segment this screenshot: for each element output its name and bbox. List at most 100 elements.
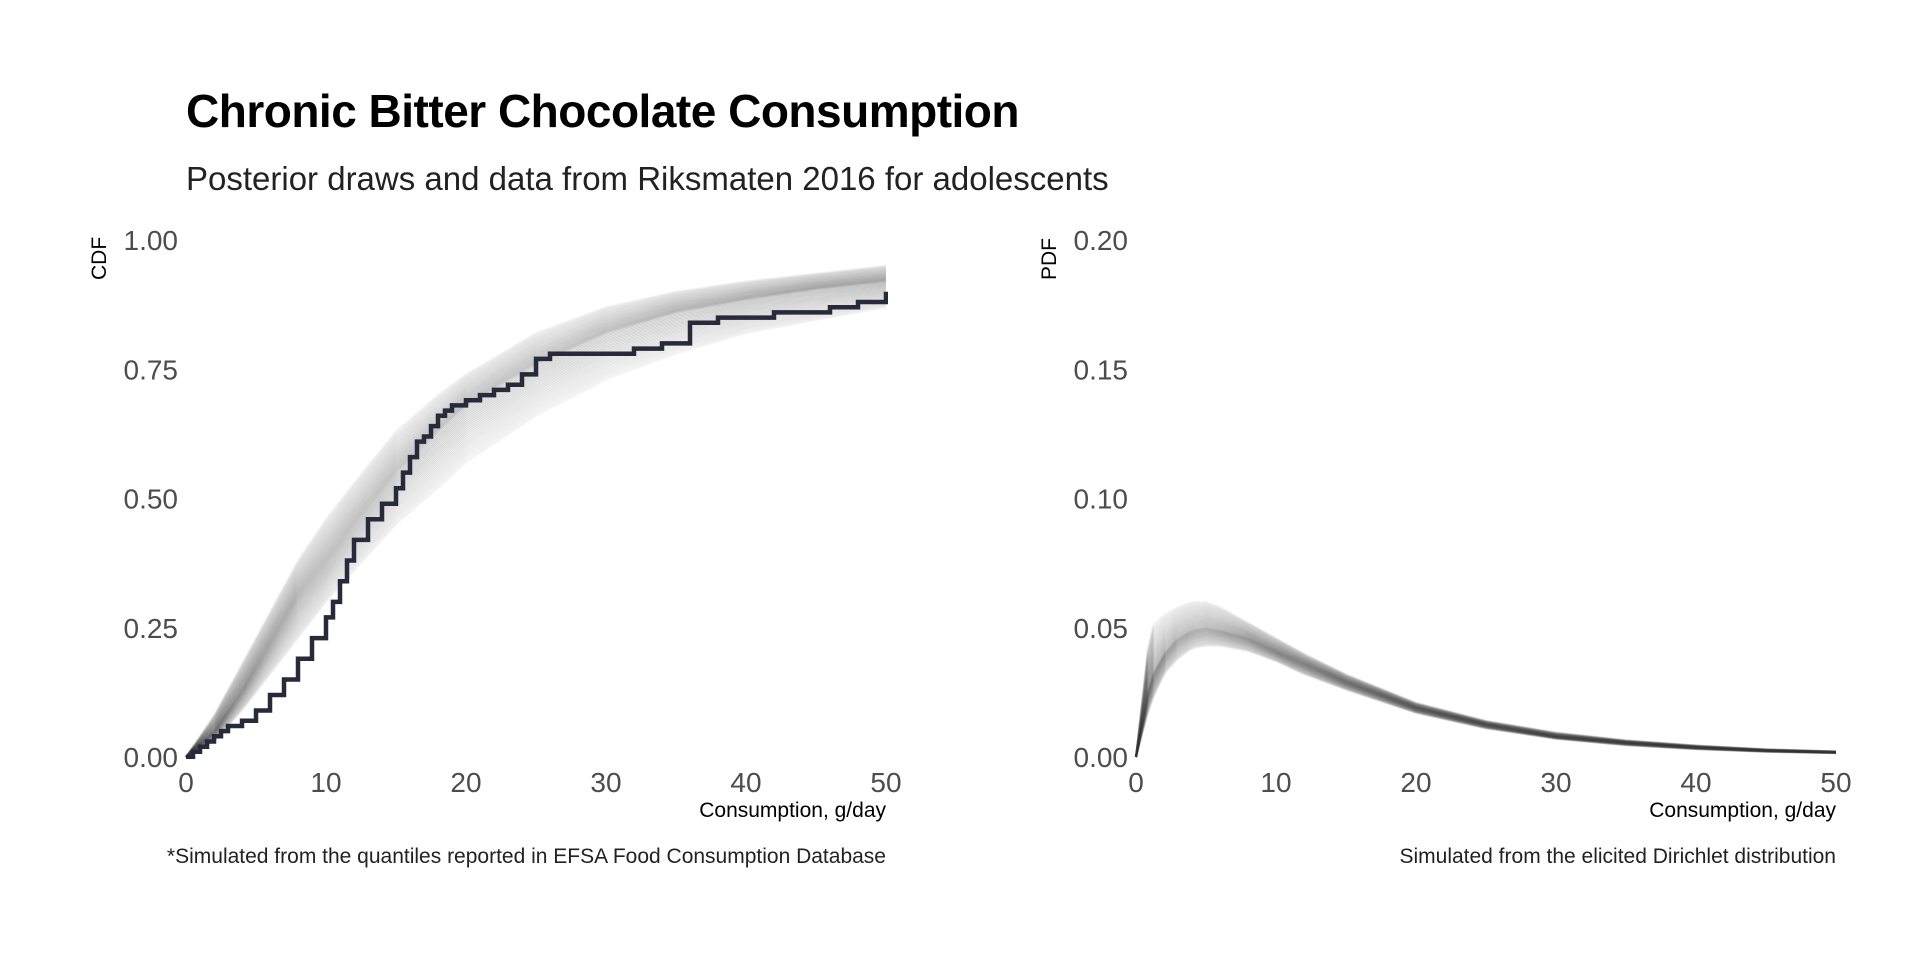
posterior-draw-line [185,272,887,758]
posterior-draw-line [1134,635,1837,758]
x-tick-label: 20 [1400,767,1431,798]
posterior-draw-line [1134,631,1837,758]
posterior-draw-line [1134,600,1837,758]
posterior-draw-line [1134,612,1837,758]
posterior-draw-line [1134,641,1837,758]
posterior-draw-line [1134,634,1837,758]
posterior-draw-line [1134,620,1837,758]
posterior-draw-line [1134,610,1837,758]
posterior-draw-line [185,274,887,758]
posterior-draw-line [1134,628,1837,758]
y-tick-label: 0.20 [1074,225,1129,256]
posterior-draw-line [1134,615,1837,758]
posterior-draw-line [185,276,887,758]
posterior-draw-line [1134,614,1837,758]
posterior-draw-line [1134,618,1837,758]
plot-area [1134,600,1837,758]
y-tick-label: 0.25 [124,613,179,644]
pdf-panel: 0.00 0.05 0.10 0.15 0.20 0 10 20 30 40 50 PDF Consum… [1038,225,1852,868]
posterior-draw-line [185,265,887,758]
chart-title: Chronic Bitter Chocolate Consumption [186,85,1020,137]
x-tick-label: 40 [1680,767,1711,798]
posterior-draw-line [185,270,887,758]
posterior-draw-line [1134,622,1837,758]
posterior-draw-line [1134,644,1837,758]
posterior-draw-line [185,275,887,758]
posterior-draw-line [185,270,887,758]
posterior-draw-line [1134,606,1837,758]
posterior-draw-line [185,265,887,758]
x-axis-label: Consumption, g/day [1649,799,1836,822]
cdf-panel: 0.00 0.25 0.50 0.75 1.00 0 10 20 30 40 50 CDF Consum… [88,225,902,868]
posterior-draw-line [185,272,887,758]
posterior-draw-line [1134,602,1837,758]
posterior-draw-line [1134,642,1837,758]
posterior-draw-line [185,266,887,758]
posterior-draw-line [1134,639,1837,758]
posterior-draw-line [1134,629,1837,758]
chart-caption: Simulated from the elicited Dirichlet di… [1399,845,1836,868]
posterior-draw-line [1134,605,1837,758]
posterior-draw-line [185,305,887,758]
posterior-draw-line [1134,604,1837,758]
posterior-draw-line [1134,644,1837,758]
posterior-draw-line [1134,606,1837,758]
posterior-draw-line [1134,626,1837,758]
y-tick-label: 0.75 [124,354,179,385]
posterior-draw-line [1134,619,1837,758]
posterior-draw-line [1134,632,1837,758]
x-tick-label: 30 [590,767,621,798]
posterior-draw-line [1134,630,1837,758]
posterior-draw-line [1134,639,1837,758]
y-tick-label: 0.50 [124,484,179,515]
posterior-draw-line [1134,641,1837,758]
x-tick-label: 50 [870,767,901,798]
posterior-draw-line [1134,637,1837,758]
posterior-draw-line [185,269,887,758]
posterior-draw-line [185,300,887,758]
posterior-draw-line [1134,628,1837,758]
posterior-draw-line [1134,625,1837,758]
posterior-draw-line [185,301,887,758]
posterior-draw-line [185,266,887,758]
posterior-draw-line [1134,621,1837,758]
y-axis-label: PDF [1038,238,1061,280]
posterior-draw-line [1134,609,1837,758]
y-tick-label: 0.00 [124,742,179,773]
chart-caption: *Simulated from the quantiles reported i… [167,845,886,868]
posterior-draw-line [1134,631,1837,758]
posterior-draw-line [1134,616,1837,758]
x-tick-label: 0 [178,767,194,798]
posterior-draw-line [185,286,887,758]
posterior-draw-line [1134,643,1837,758]
posterior-draw-line [185,273,887,758]
posterior-draw-line [185,292,887,758]
y-tick-label: 0.15 [1074,354,1129,385]
posterior-draw-line [185,304,887,758]
posterior-draw-line [185,274,887,758]
empirical-cdf-line [186,291,888,759]
posterior-draw-line [185,300,887,758]
posterior-draw-line [1134,633,1837,758]
posterior-draw-line [185,302,887,758]
x-tick-label: 40 [730,767,761,798]
posterior-draw-line [1134,629,1837,758]
posterior-draw-line [185,288,887,758]
y-tick-label: 1.00 [124,225,179,256]
chart-subtitle: Posterior draws and data from Riksmaten … [186,160,1109,197]
posterior-draw-line [1134,623,1837,758]
x-tick-label: 50 [1820,767,1851,798]
x-tick-label: 30 [1540,767,1571,798]
posterior-draw-line [185,287,887,758]
x-axis-label: Consumption, g/day [699,799,886,822]
posterior-draw-line [185,264,887,758]
posterior-draw-line [185,271,887,758]
posterior-draw-line [1134,611,1837,758]
y-tick-label: 0.10 [1074,484,1129,515]
x-tick-label: 10 [1260,767,1291,798]
posterior-draw-line [185,291,887,758]
posterior-draw-line [1134,634,1837,758]
posterior-draw-line [185,293,887,758]
posterior-draw-line [1134,603,1837,758]
